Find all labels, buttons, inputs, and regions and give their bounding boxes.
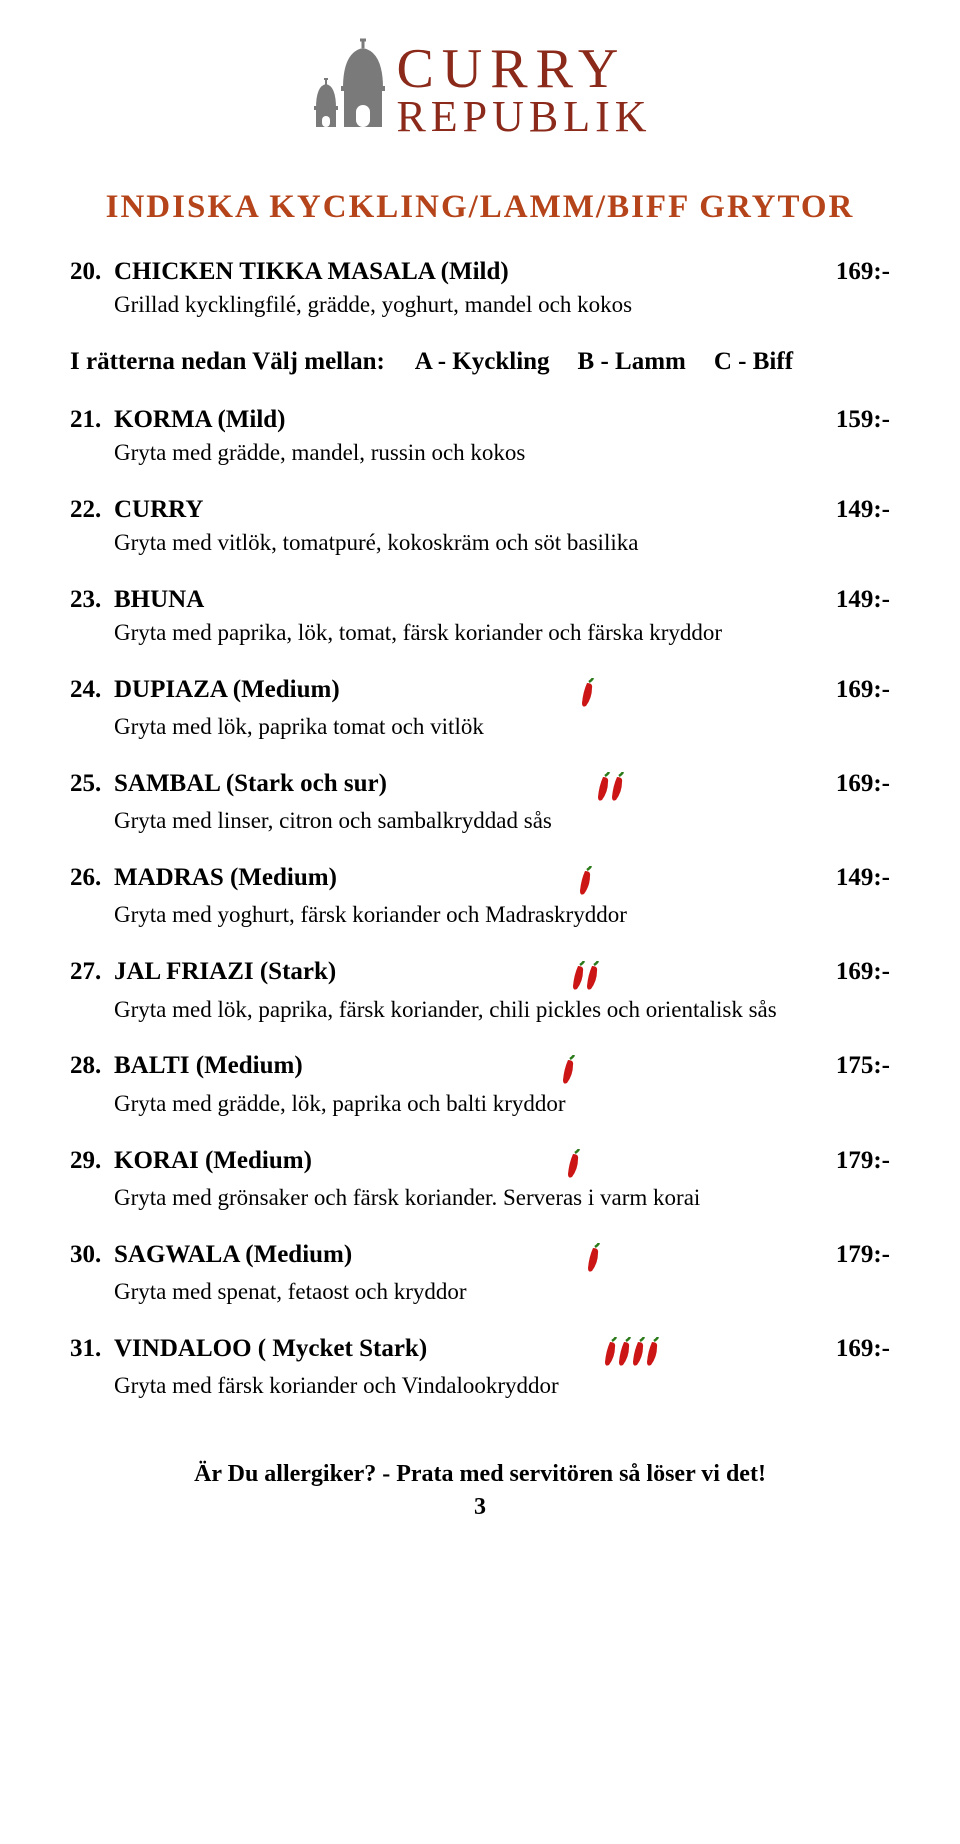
item-description: Gryta med färsk koriander och Vindalookr… <box>114 1371 890 1401</box>
footer: Är Du allergiker? - Prata med servitören… <box>60 1461 900 1521</box>
section-title: INDISKA KYCKLING/LAMM/BIFF GRYTOR <box>60 189 900 226</box>
menu-item-row: 23.BHUNA 149:- <box>70 586 890 614</box>
menu-item: 27.JAL FRIAZI (Stark) 169:- Gryta med lök,… <box>70 958 890 1024</box>
menu-item: 30.SAGWALA (Medium) 179:- Gryta med spenat… <box>70 1241 890 1307</box>
item-price: 169:- <box>836 676 890 704</box>
logo: CURRY REPUBLIK <box>308 30 651 139</box>
menu-item: 22.CURRY 149:- Gryta med vitlök, tomatpuré… <box>70 496 890 558</box>
item-description: Gryta med paprika, lök, tomat, färsk kor… <box>114 618 890 648</box>
item-description: Gryta med linser, citron och sambalkrydd… <box>114 806 890 836</box>
menu-item: 31.VINDALOO ( Mycket Stark) 169:- Gryta me… <box>70 1335 890 1401</box>
item-number: 20. <box>70 258 114 286</box>
item-name: MADRAS (Medium) <box>114 864 337 892</box>
menu-item-row: 28.BALTI (Medium) 175:- <box>70 1052 890 1084</box>
item-price: 169:- <box>836 770 890 798</box>
item-name: VINDALOO ( Mycket Stark) <box>114 1335 427 1363</box>
chili-indicator <box>352 1243 836 1273</box>
menu-item-row: 25.SAMBAL (Stark och sur) 169:- <box>70 770 890 802</box>
item-description: Gryta med grädde, lök, paprika och balti… <box>114 1089 890 1119</box>
menu-item-row: 30.SAGWALA (Medium) 179:- <box>70 1241 890 1273</box>
chili-indicator <box>336 961 836 991</box>
item-number: 26. <box>70 864 114 892</box>
item-price: 149:- <box>836 864 890 892</box>
chili-indicator <box>340 678 836 708</box>
choice-option: A - Kyckling <box>415 348 550 376</box>
item-number: 24. <box>70 676 114 704</box>
item-price: 149:- <box>836 586 890 614</box>
item-description: Gryta med grädde, mandel, russin och kok… <box>114 438 890 468</box>
item-description: Gryta med yoghurt, färsk koriander och M… <box>114 900 890 930</box>
choice-options: A - Kyckling B - Lamm C - Biff <box>415 348 821 376</box>
choice-option: B - Lamm <box>578 348 686 376</box>
item-price: 179:- <box>836 1241 890 1269</box>
item-description: Gryta med lök, paprika tomat och vitlök <box>114 712 890 742</box>
item-number: 30. <box>70 1241 114 1269</box>
item-name: CURRY <box>114 496 203 524</box>
item-name: KORAI (Medium) <box>114 1147 312 1175</box>
choice-option: C - Biff <box>714 348 793 376</box>
logo-line1: CURRY <box>396 41 651 97</box>
item-name: SAMBAL (Stark och sur) <box>114 770 387 798</box>
menu-item: 25.SAMBAL (Stark och sur) 169:- Gryta med … <box>70 770 890 836</box>
chili-indicator <box>312 1149 836 1179</box>
item-price: 175:- <box>836 1052 890 1080</box>
item-name: BALTI (Medium) <box>114 1052 303 1080</box>
menu-body: 20.CHICKEN TIKKA MASALA (Mild) 169:- Grill… <box>60 258 900 1401</box>
chili-indicator <box>337 866 836 896</box>
menu-item-row: 24.DUPIAZA (Medium) 169:- <box>70 676 890 708</box>
item-description: Gryta med spenat, fetaost och kryddor <box>114 1277 890 1307</box>
item-number: 22. <box>70 496 114 524</box>
menu-item: 20.CHICKEN TIKKA MASALA (Mild) 169:- Grill… <box>70 258 890 320</box>
menu-item-row: 20.CHICKEN TIKKA MASALA (Mild) 169:- <box>70 258 890 286</box>
menu-item: 24.DUPIAZA (Medium) 169:- Gryta med lök, p… <box>70 676 890 742</box>
item-name: BHUNA <box>114 586 204 614</box>
chili-indicator <box>303 1055 836 1085</box>
page-number: 3 <box>60 1494 900 1521</box>
chili-indicator <box>427 1337 836 1367</box>
logo-dome-icon <box>308 30 398 135</box>
item-name: DUPIAZA (Medium) <box>114 676 340 704</box>
item-description: Gryta med lök, paprika, färsk koriander,… <box>114 995 890 1025</box>
choice-line: I rätterna nedan Välj mellan: A - Kycklin… <box>70 348 890 376</box>
item-price: 169:- <box>836 1335 890 1363</box>
footer-text: Är Du allergiker? - Prata med servitören… <box>60 1461 900 1488</box>
choice-label: I rätterna nedan Välj mellan: <box>70 348 385 375</box>
menu-item: 28.BALTI (Medium) 175:- Gryta med grädde, … <box>70 1052 890 1118</box>
item-description: Gryta med vitlök, tomatpuré, kokoskräm o… <box>114 528 890 558</box>
menu-item: 23.BHUNA 149:- Gryta med paprika, lök, tom… <box>70 586 890 648</box>
item-name: KORMA (Mild) <box>114 406 286 434</box>
item-number: 31. <box>70 1335 114 1363</box>
item-number: 25. <box>70 770 114 798</box>
item-description: Gryta med grönsaker och färsk koriander.… <box>114 1183 890 1213</box>
item-name: JAL FRIAZI (Stark) <box>114 958 336 986</box>
menu-item-row: 31.VINDALOO ( Mycket Stark) 169:- <box>70 1335 890 1367</box>
item-number: 29. <box>70 1147 114 1175</box>
menu-item: 29.KORAI (Medium) 179:- Gryta med grönsake… <box>70 1147 890 1213</box>
menu-item: 26.MADRAS (Medium) 149:- Gryta med yoghurt… <box>70 864 890 930</box>
menu-item-row: 21.KORMA (Mild) 159:- <box>70 406 890 434</box>
item-number: 21. <box>70 406 114 434</box>
item-price: 179:- <box>836 1147 890 1175</box>
logo-line2: REPUBLIK <box>396 95 651 139</box>
item-number: 28. <box>70 1052 114 1080</box>
item-price: 159:- <box>836 406 890 434</box>
logo-container: CURRY REPUBLIK <box>60 30 900 139</box>
item-price: 149:- <box>836 496 890 524</box>
item-price: 169:- <box>836 258 890 286</box>
chili-indicator <box>387 772 836 802</box>
logo-text: CURRY REPUBLIK <box>396 41 651 139</box>
menu-item: 21.KORMA (Mild) 159:- Gryta med grädde, ma… <box>70 406 890 468</box>
menu-item-row: 22.CURRY 149:- <box>70 496 890 524</box>
item-price: 169:- <box>836 958 890 986</box>
item-name: SAGWALA (Medium) <box>114 1241 352 1269</box>
item-description: Grillad kycklingfilé, grädde, yoghurt, m… <box>114 290 890 320</box>
menu-item-row: 27.JAL FRIAZI (Stark) 169:- <box>70 958 890 990</box>
item-name: CHICKEN TIKKA MASALA (Mild) <box>114 258 509 286</box>
menu-item-row: 26.MADRAS (Medium) 149:- <box>70 864 890 896</box>
item-number: 27. <box>70 958 114 986</box>
menu-item-row: 29.KORAI (Medium) 179:- <box>70 1147 890 1179</box>
item-number: 23. <box>70 586 114 614</box>
